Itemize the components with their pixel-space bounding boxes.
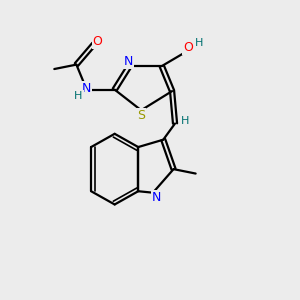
Text: H: H [74,91,83,101]
Text: S: S [137,109,145,122]
Text: H: H [181,116,189,126]
Text: O: O [93,34,103,48]
Text: H: H [195,38,203,48]
Text: O: O [183,41,193,54]
Text: N: N [152,191,161,205]
Text: N: N [81,82,91,95]
Text: N: N [124,55,134,68]
